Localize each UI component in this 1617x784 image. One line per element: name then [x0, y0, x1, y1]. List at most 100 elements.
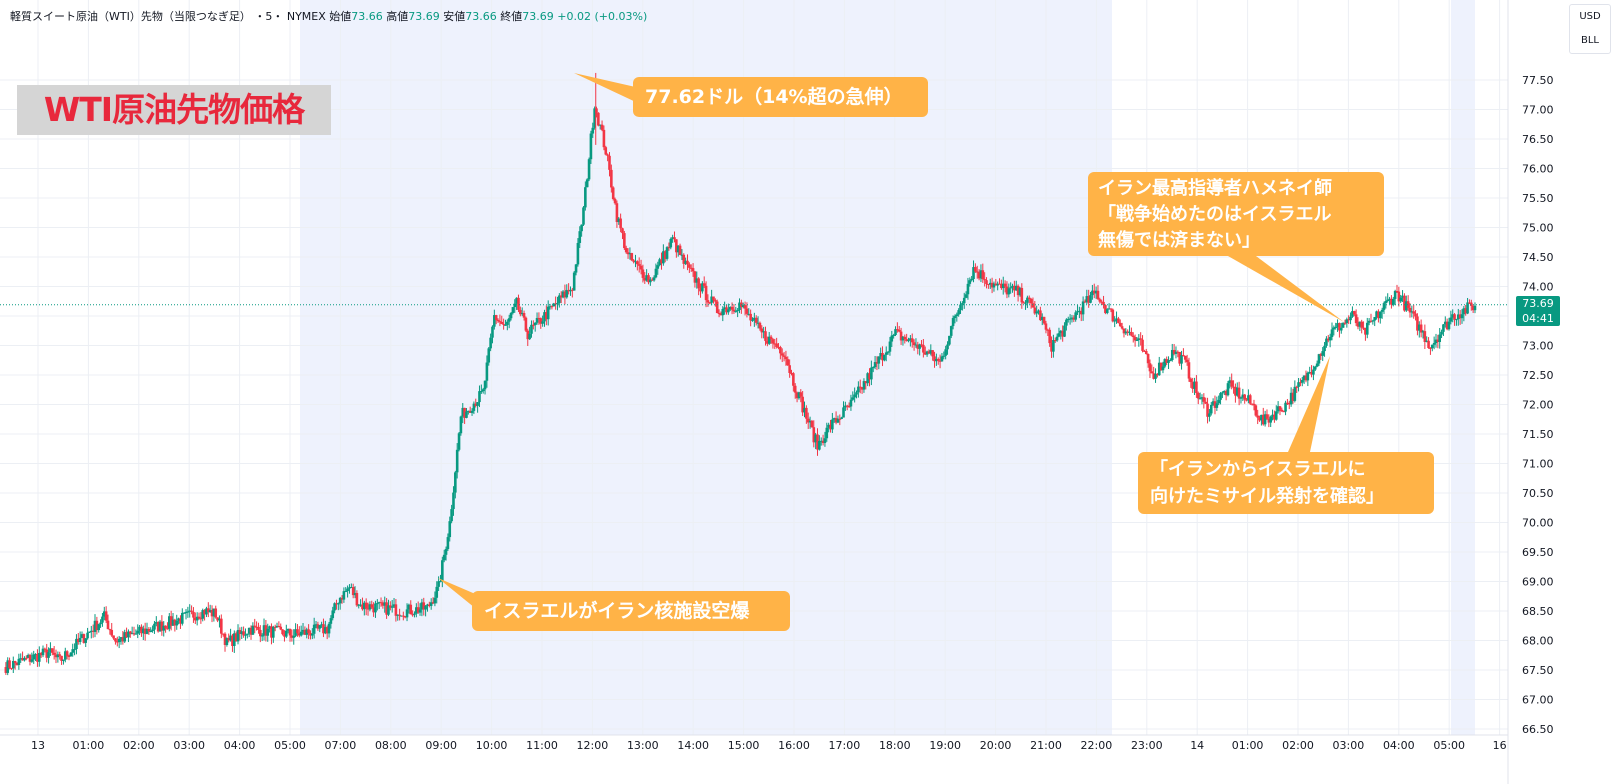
candle-body — [1456, 314, 1460, 320]
candle-body — [8, 660, 11, 668]
candle-body — [634, 261, 637, 263]
candle — [457, 432, 461, 452]
candle — [771, 338, 775, 349]
candle-body — [545, 312, 548, 320]
candle — [801, 390, 804, 416]
candle — [398, 608, 401, 621]
candle — [660, 252, 663, 270]
candle — [641, 264, 645, 283]
candle — [1057, 327, 1061, 338]
candle-body — [1226, 383, 1230, 396]
candle — [598, 124, 602, 130]
candle-body — [435, 586, 439, 598]
candle-body — [214, 608, 218, 618]
candle — [136, 624, 140, 639]
candle-body — [420, 602, 424, 610]
candle-body — [883, 354, 886, 361]
candle-body — [203, 610, 206, 615]
candle — [1187, 357, 1191, 382]
candle-body — [10, 667, 13, 669]
unit-selector[interactable]: USD BLL — [1569, 4, 1611, 54]
candle-body — [1189, 378, 1193, 383]
candle — [758, 321, 762, 331]
candle-body — [455, 449, 459, 473]
candle-body — [1319, 354, 1323, 356]
candle — [47, 647, 50, 664]
candle — [1079, 307, 1083, 322]
candle-body — [102, 611, 106, 617]
candle-body — [467, 410, 470, 412]
candle-body — [866, 373, 869, 384]
candle-body — [946, 344, 949, 350]
candle-body — [238, 629, 242, 634]
candle-body — [136, 630, 140, 634]
candle-body — [686, 260, 689, 265]
candle — [1423, 324, 1427, 350]
candle-body — [474, 403, 478, 406]
candle — [699, 283, 702, 298]
candle — [1081, 296, 1085, 321]
candle-body — [1087, 296, 1090, 303]
candle — [1014, 280, 1018, 291]
candle-body — [179, 618, 182, 624]
candle-body — [563, 291, 567, 298]
candle — [454, 470, 457, 499]
candle — [1156, 373, 1159, 378]
candle-body — [630, 253, 634, 261]
candle-body — [480, 391, 483, 393]
candle-body — [909, 338, 912, 341]
candle — [1163, 358, 1167, 369]
candle-body — [1037, 310, 1040, 312]
candle — [645, 269, 648, 282]
candle — [418, 603, 422, 616]
candle — [260, 633, 264, 642]
candle-body — [86, 632, 89, 639]
candle — [1273, 410, 1276, 423]
candle-body — [39, 652, 43, 656]
candle — [123, 629, 127, 643]
candle-body — [127, 631, 130, 638]
candle-body — [834, 418, 838, 423]
y-tick-label: 74.00 — [1522, 281, 1554, 294]
candle — [102, 606, 106, 621]
candle — [1391, 296, 1395, 307]
candle — [1183, 355, 1187, 363]
candle-body — [966, 283, 970, 295]
candle — [910, 333, 914, 348]
candle — [8, 657, 11, 670]
candle-body — [158, 621, 162, 632]
candle — [619, 213, 622, 233]
candle — [628, 247, 632, 260]
candle-body — [922, 344, 925, 353]
candle-body — [292, 635, 296, 638]
candle — [745, 302, 749, 318]
candle — [840, 416, 843, 420]
candle-body — [899, 331, 903, 341]
candle-body — [1466, 302, 1469, 314]
candle — [545, 305, 548, 326]
candle-body — [1468, 302, 1471, 304]
candle — [281, 629, 284, 636]
candle — [1445, 318, 1449, 331]
candle-body — [1083, 301, 1087, 303]
candle-body — [145, 628, 149, 634]
candle — [1117, 316, 1120, 324]
candle — [546, 300, 550, 326]
candle — [247, 627, 251, 638]
candle — [935, 353, 938, 366]
candle — [647, 273, 650, 285]
candle — [851, 391, 855, 401]
candle-body — [1343, 322, 1347, 324]
x-tick-label: 05:00 — [1433, 739, 1465, 752]
candle-body — [816, 434, 819, 450]
candle — [69, 652, 73, 657]
candle — [864, 381, 868, 390]
candle-body — [793, 385, 797, 393]
candle-body — [886, 351, 890, 353]
candle-body — [374, 603, 377, 613]
candle-body — [745, 308, 749, 314]
candle — [318, 624, 322, 633]
candle — [338, 596, 342, 610]
candle-body — [1131, 335, 1135, 338]
close-label: 終値 — [500, 10, 523, 23]
